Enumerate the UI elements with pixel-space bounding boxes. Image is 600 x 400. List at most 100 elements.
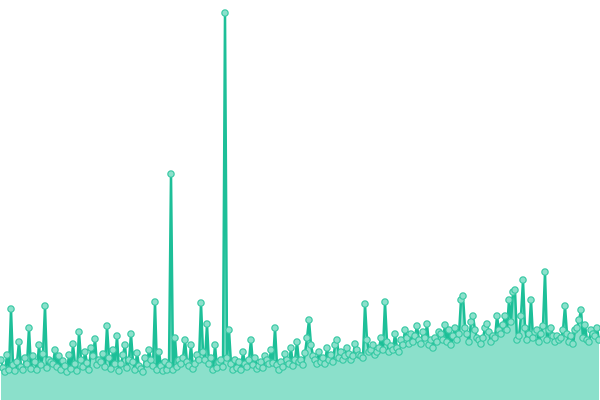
data-point: [239, 348, 247, 356]
data-point: [33, 366, 41, 374]
data-point: [129, 358, 137, 366]
data-point: [557, 334, 565, 342]
data-point: [391, 330, 399, 338]
data-point: [327, 351, 335, 359]
data-point: [595, 336, 600, 344]
data-point: [55, 352, 63, 360]
data-point: [573, 324, 581, 332]
data-point: [65, 351, 73, 359]
data-point: [541, 268, 549, 276]
data-point: [293, 338, 301, 346]
data-point: [267, 346, 275, 354]
data-point: [51, 346, 59, 354]
data-point: [323, 344, 331, 352]
data-point: [413, 322, 421, 330]
data-point: [451, 324, 459, 332]
data-point: [441, 321, 449, 329]
data-point: [99, 350, 107, 358]
data-point: [81, 348, 89, 356]
data-point: [447, 341, 455, 349]
data-point: [109, 346, 117, 354]
data-point: [459, 292, 467, 300]
data-point: [37, 361, 45, 369]
data-point: [77, 356, 85, 364]
data-point: [479, 334, 487, 342]
data-point: [225, 326, 233, 334]
data-point: [455, 330, 463, 338]
data-point: [505, 296, 513, 304]
point-layer: [0, 9, 600, 376]
data-point: [105, 354, 113, 362]
data-point: [537, 330, 545, 338]
data-point: [511, 286, 519, 294]
data-point: [13, 358, 21, 366]
data-point: [507, 318, 515, 326]
data-point: [73, 367, 81, 375]
data-point: [527, 296, 535, 304]
data-point: [27, 365, 35, 373]
data-point: [465, 338, 473, 346]
data-point: [399, 341, 407, 349]
data-point: [535, 338, 543, 346]
data-point: [25, 324, 33, 332]
data-point: [71, 360, 79, 368]
data-point: [3, 351, 11, 359]
data-point: [499, 321, 507, 329]
data-point: [585, 338, 593, 346]
data-point: [259, 364, 267, 372]
data-point: [69, 340, 77, 348]
data-point: [133, 349, 141, 357]
data-point: [89, 352, 97, 360]
data-point: [103, 322, 111, 330]
data-point: [139, 368, 147, 376]
data-point: [547, 324, 555, 332]
data-point: [197, 299, 205, 307]
data-point: [165, 361, 173, 369]
data-point: [349, 352, 357, 360]
data-point: [315, 348, 323, 356]
data-point: [187, 341, 195, 349]
data-point: [517, 312, 525, 320]
data-point: [279, 363, 287, 371]
data-point: [363, 336, 371, 344]
data-point: [107, 365, 115, 373]
data-point: [359, 354, 367, 362]
data-point: [203, 320, 211, 328]
data-point: [521, 324, 529, 332]
data-point: [167, 170, 175, 178]
data-point: [181, 336, 189, 344]
data-point: [299, 361, 307, 369]
data-point: [15, 338, 23, 346]
data-point: [41, 302, 49, 310]
data-point: [429, 344, 437, 352]
data-point: [119, 351, 127, 359]
data-point: [303, 334, 311, 342]
data-point: [85, 366, 93, 374]
data-point: [377, 334, 385, 342]
data-point: [503, 326, 511, 334]
data-point: [23, 360, 31, 368]
data-point: [301, 349, 309, 357]
data-point: [543, 336, 551, 344]
data-point: [113, 332, 121, 340]
data-point: [211, 341, 219, 349]
data-point: [11, 367, 19, 375]
data-point: [43, 364, 51, 372]
data-point: [395, 348, 403, 356]
data-point: [569, 340, 577, 348]
data-point: [237, 366, 245, 374]
data-point: [417, 340, 425, 348]
data-point: [151, 298, 159, 306]
data-point: [561, 302, 569, 310]
data-point: [247, 336, 255, 344]
data-point: [155, 348, 163, 356]
data-point: [127, 330, 135, 338]
data-point: [581, 321, 589, 329]
data-point: [491, 334, 499, 342]
data-point: [575, 316, 583, 324]
data-point: [145, 346, 153, 354]
data-point: [593, 324, 600, 332]
data-point: [251, 354, 259, 362]
data-point: [221, 9, 229, 17]
